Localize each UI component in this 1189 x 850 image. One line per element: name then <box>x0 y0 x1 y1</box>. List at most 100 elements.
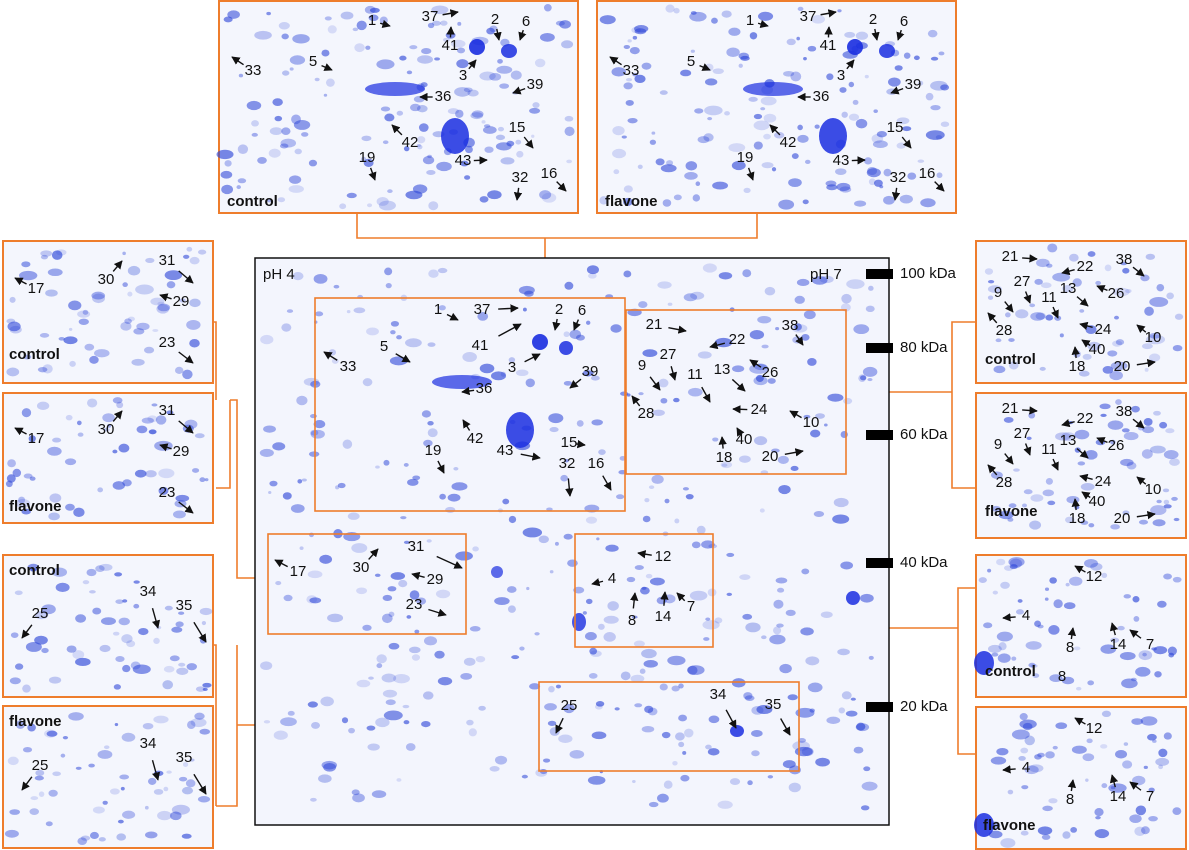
spot <box>85 344 95 351</box>
spot <box>116 402 123 408</box>
spot <box>660 398 667 404</box>
spot <box>548 721 556 726</box>
spot <box>448 494 461 502</box>
spot <box>675 732 685 740</box>
spot <box>1122 760 1132 768</box>
spot-label: 28 <box>996 322 1013 339</box>
spot-label: 33 <box>623 62 640 79</box>
spot <box>296 396 307 406</box>
spot <box>1144 307 1154 316</box>
spot-label: 27 <box>1014 273 1031 290</box>
spot <box>324 94 327 97</box>
spot-label: 32 <box>890 169 907 186</box>
spot <box>792 153 799 159</box>
spot <box>821 611 833 617</box>
spot <box>760 107 765 110</box>
spot <box>453 467 458 470</box>
spot <box>426 170 435 175</box>
spot <box>936 135 942 139</box>
spot-label: 27 <box>660 346 677 363</box>
spot <box>867 167 877 175</box>
spot <box>507 586 517 593</box>
spot <box>280 144 288 149</box>
spot-label: 37 <box>422 8 439 25</box>
spot <box>640 669 646 674</box>
spot <box>1066 496 1079 503</box>
spot <box>1149 297 1168 307</box>
spot <box>1115 750 1127 758</box>
spot-label: 4 <box>1022 607 1030 624</box>
spot-label: 40 <box>1089 341 1106 358</box>
spot <box>441 118 469 154</box>
spot <box>308 571 323 579</box>
spot-label: 15 <box>509 119 526 136</box>
spot <box>649 802 659 807</box>
spot <box>406 743 416 751</box>
spot <box>686 494 694 499</box>
spot <box>290 67 294 70</box>
spot-label: 37 <box>800 8 817 25</box>
spot <box>561 40 573 48</box>
spot <box>728 28 740 36</box>
spot <box>390 330 396 334</box>
spot <box>743 692 752 699</box>
spot <box>377 197 389 206</box>
spot <box>1085 450 1098 460</box>
spot <box>665 499 670 504</box>
spot <box>1011 656 1016 660</box>
spot <box>110 788 120 794</box>
spot <box>464 658 476 666</box>
spot <box>73 508 84 517</box>
spot <box>1020 713 1028 720</box>
spot <box>519 647 524 651</box>
spot <box>470 112 483 119</box>
spot-label: 31 <box>408 538 425 555</box>
spot <box>869 656 874 660</box>
spot <box>176 668 188 675</box>
spot <box>988 645 1002 653</box>
spot <box>523 308 527 312</box>
spot-label: 29 <box>173 293 190 310</box>
marker-band <box>866 269 893 279</box>
spot <box>288 711 295 716</box>
spot <box>1133 616 1139 622</box>
spot <box>438 677 452 685</box>
spot <box>387 189 392 193</box>
spot <box>10 326 22 334</box>
spot <box>605 545 618 552</box>
spot <box>761 635 766 639</box>
spot-label: 1 <box>368 12 376 29</box>
spot-label: 30 <box>353 559 370 576</box>
panel-caption: flavone <box>985 503 1038 520</box>
spot <box>1159 422 1167 429</box>
spot <box>626 100 634 106</box>
spot <box>1079 309 1084 313</box>
spot-label: 42 <box>467 430 484 447</box>
spot <box>1034 754 1042 760</box>
spot <box>365 82 425 96</box>
spot <box>353 28 359 32</box>
spot <box>115 656 124 662</box>
panel-caption: flavone <box>983 817 1036 834</box>
spot <box>166 771 171 774</box>
spot <box>439 494 446 500</box>
spot <box>268 491 271 494</box>
spot <box>567 559 578 566</box>
spot <box>1165 428 1174 433</box>
spot <box>487 190 501 199</box>
spot-label: 34 <box>710 686 727 703</box>
spot <box>83 310 89 315</box>
spot <box>739 574 750 580</box>
spot <box>216 150 233 159</box>
spot <box>788 694 798 700</box>
spot <box>751 706 763 715</box>
spot <box>297 479 302 483</box>
spot <box>928 30 938 37</box>
spot <box>1095 281 1101 285</box>
spot <box>309 597 321 603</box>
spot <box>1075 430 1090 440</box>
spot-label: 17 <box>28 430 45 447</box>
spot <box>1048 625 1059 635</box>
spot <box>502 499 509 505</box>
spot <box>281 127 290 135</box>
